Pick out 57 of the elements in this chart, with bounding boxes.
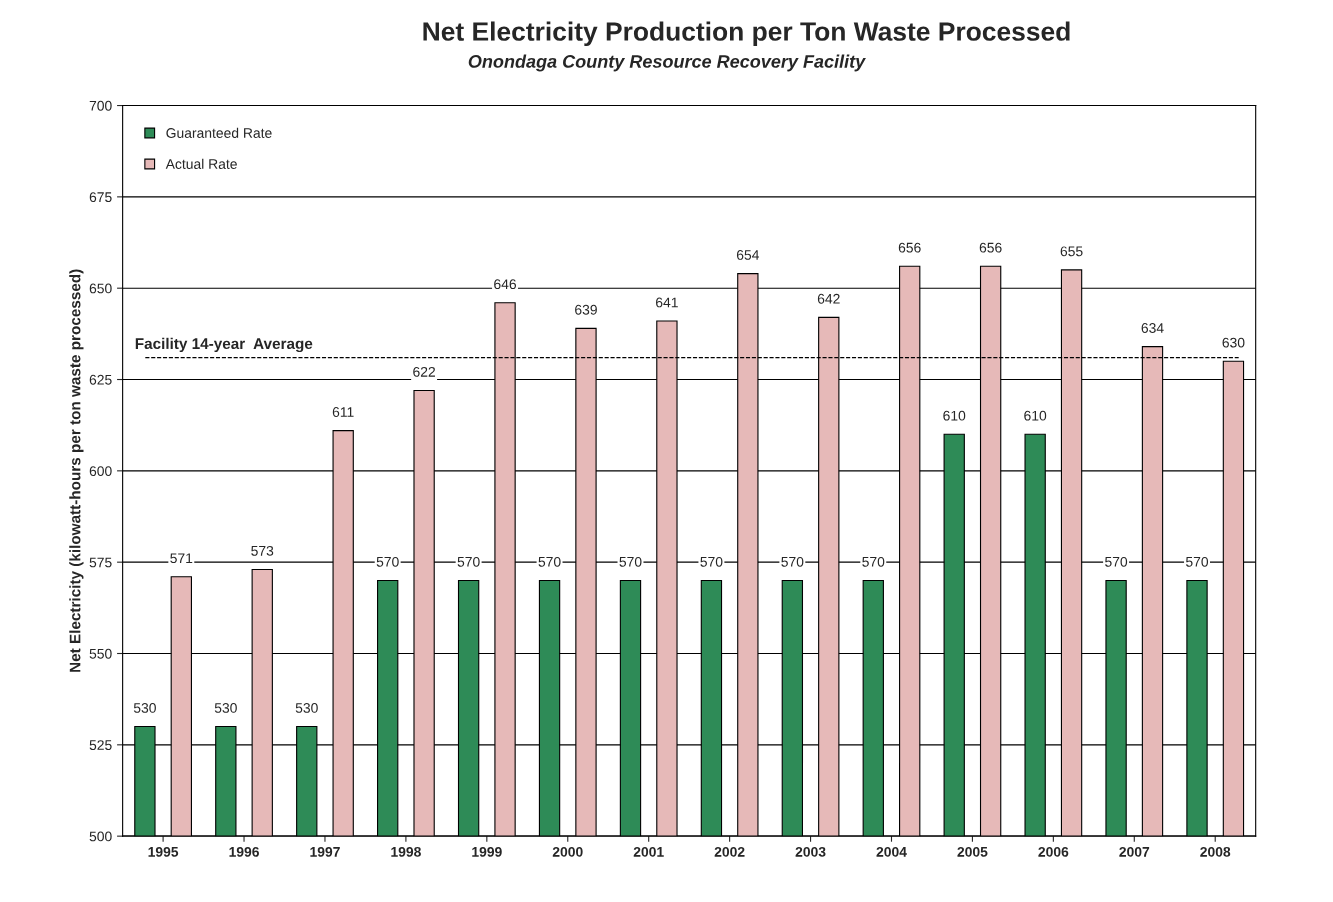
x-tick-label: 2008 <box>1200 846 1231 857</box>
y-tick-label: 625 <box>89 374 112 385</box>
legend-label: Actual Rate <box>165 158 237 169</box>
x-tick-label: 2001 <box>633 846 664 857</box>
y-tick-label: 700 <box>89 100 112 111</box>
data-label: 570 <box>376 556 399 567</box>
data-label: 570 <box>862 556 885 567</box>
x-tick-label: 1998 <box>391 846 421 857</box>
data-label: 656 <box>898 242 921 253</box>
chart-title: Net Electricity Production per Ton Waste Processed <box>423 21 1070 47</box>
data-label: 570 <box>1105 556 1128 567</box>
x-tick-label: 1997 <box>310 846 340 857</box>
y-tick-label: 600 <box>89 466 112 477</box>
data-label: 622 <box>413 366 435 377</box>
data-label: 639 <box>575 304 597 315</box>
data-label: 642 <box>817 293 840 304</box>
x-tick-label: 1999 <box>472 846 502 857</box>
data-label: 570 <box>781 556 804 567</box>
y-tick-label: 575 <box>89 557 112 568</box>
x-tick-label: 1996 <box>229 846 259 857</box>
data-label: 530 <box>214 703 237 713</box>
data-label: 611 <box>332 407 354 417</box>
y-tick-label: 550 <box>89 648 112 659</box>
y-axis-title: Net Electricity (kilowatt-hours per ton waste processed) <box>69 269 84 672</box>
data-label: 634 <box>1141 323 1164 333</box>
y-tick-label: 525 <box>89 740 112 750</box>
y-tick-label: 675 <box>89 192 112 203</box>
x-tick-label: 2003 <box>795 846 826 857</box>
x-tick-label: 2000 <box>552 846 583 857</box>
x-tick-label: 2002 <box>714 846 745 857</box>
data-label: 656 <box>979 242 1002 253</box>
ref-line-label: Facility 14-year Average <box>135 337 313 353</box>
y-tick-label: 500 <box>89 831 112 842</box>
x-tick-label: 2004 <box>876 846 907 857</box>
data-label: 654 <box>736 250 760 260</box>
data-label: 646 <box>494 279 517 290</box>
legend-label: Guaranteed Rate <box>166 127 272 138</box>
data-label: 530 <box>295 703 318 713</box>
y-tick-label: 650 <box>89 283 112 294</box>
data-label: 641 <box>656 297 678 308</box>
data-label: 530 <box>133 703 156 713</box>
data-label: 655 <box>1060 246 1083 257</box>
data-label: 610 <box>1024 410 1047 421</box>
data-label: 570 <box>700 556 723 567</box>
data-label: 610 <box>943 410 966 421</box>
data-label: 570 <box>619 556 642 567</box>
data-label: 573 <box>251 545 274 556</box>
x-tick-label: 2007 <box>1119 846 1150 857</box>
x-tick-label: 2006 <box>1038 846 1069 857</box>
data-label: 570 <box>538 556 561 567</box>
data-label: 570 <box>1185 556 1209 567</box>
data-label: 571 <box>170 553 193 564</box>
chart-subtitle: Onondaga County Resource Recovery Facility <box>468 54 866 72</box>
x-tick-label: 2005 <box>957 846 988 857</box>
data-label: 630 <box>1222 337 1245 348</box>
data-label: 570 <box>457 556 480 567</box>
x-tick-label: 1995 <box>148 846 179 857</box>
